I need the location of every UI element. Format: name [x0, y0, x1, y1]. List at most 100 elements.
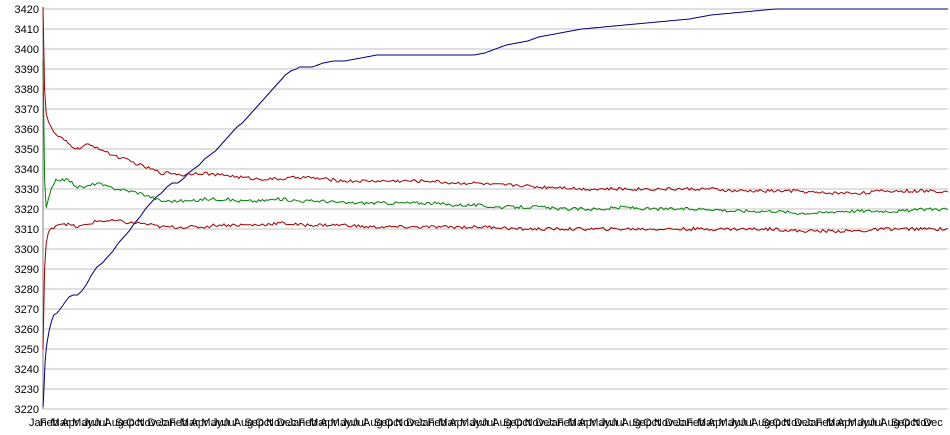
x-tick-label: Feb — [169, 417, 188, 429]
x-tick-label: Apr — [449, 417, 466, 429]
y-tick-label: 3290 — [15, 264, 39, 276]
x-tick-label: Sep — [115, 417, 135, 429]
x-tick-label: Jul — [611, 417, 625, 429]
x-tick-label: Dec — [148, 417, 168, 429]
x-tick-label: Sep — [244, 417, 264, 429]
x-tick-label: Jan — [675, 417, 693, 429]
x-tick-label: Jun — [729, 417, 747, 429]
y-tick-label: 3220 — [15, 404, 39, 416]
x-tick-label: May — [72, 417, 93, 429]
x-tick-label: Aug — [363, 417, 383, 429]
x-tick-label: May — [331, 417, 352, 429]
x-tick-label: Mar — [438, 417, 457, 429]
y-tick-label: 3260 — [15, 324, 39, 336]
gridlines — [43, 8, 948, 410]
x-tick-label: Apr — [708, 417, 725, 429]
x-tick-label: Feb — [298, 417, 317, 429]
x-tick-label: Aug — [751, 417, 771, 429]
y-tick-label: 3330 — [15, 184, 39, 196]
x-tick-label: Nov — [654, 417, 674, 429]
x-tick-label: Jan — [417, 417, 435, 429]
x-tick-label: Mar — [51, 417, 70, 429]
x-tick-label: Dec — [277, 417, 297, 429]
y-tick-label: 3320 — [15, 204, 39, 216]
x-tick-label: Oct — [902, 417, 919, 429]
x-tick-label: Jun — [859, 417, 877, 429]
x-tick-label: Jul — [740, 417, 754, 429]
y-tick-label: 3250 — [15, 344, 39, 356]
x-tick-label: Jul — [482, 417, 496, 429]
y-tick-label: 3350 — [15, 144, 39, 156]
x-tick-label: Jan — [158, 417, 176, 429]
x-tick-label: Nov — [783, 417, 803, 429]
x-tick-label: Sep — [632, 417, 652, 429]
x-tick-label: Dec — [535, 417, 555, 429]
x-tick-label: May — [848, 417, 869, 429]
series-line — [42, 218, 949, 350]
series-line — [42, 60, 949, 216]
x-tick-label: Jan — [546, 417, 564, 429]
y-tick-label: 3360 — [15, 124, 39, 136]
x-tick-label: Apr — [61, 417, 78, 429]
x-tick-label: May — [719, 417, 740, 429]
x-tick-label: Dec — [406, 417, 426, 429]
x-tick-label: Feb — [428, 417, 447, 429]
x-tick-label: Mar — [826, 417, 845, 429]
x-tick-label: Nov — [912, 417, 932, 429]
x-tick-labels: JanFebMarAprMayJunJulAugSepOctNovDecJanF… — [29, 417, 943, 429]
x-tick-label: Aug — [622, 417, 642, 429]
y-tick-label: 3390 — [15, 64, 39, 76]
x-tick-label: Mar — [309, 417, 328, 429]
x-tick-label: Aug — [104, 417, 124, 429]
y-tick-label: 3240 — [15, 364, 39, 376]
x-tick-label: Jun — [83, 417, 101, 429]
x-tick-label: Apr — [320, 417, 337, 429]
x-tick-label: Jul — [94, 417, 108, 429]
x-tick-label: Apr — [191, 417, 208, 429]
x-tick-label: Jun — [212, 417, 230, 429]
series-line — [42, 8, 948, 408]
x-tick-label: Aug — [492, 417, 512, 429]
x-tick-label: Oct — [385, 417, 402, 429]
x-tick-label: Feb — [40, 417, 59, 429]
y-tick-label: 3230 — [15, 384, 39, 396]
x-tick-label: Feb — [815, 417, 834, 429]
y-tick-label: 3310 — [15, 224, 39, 236]
x-tick-label: Nov — [137, 417, 157, 429]
x-tick-label: Oct — [255, 417, 272, 429]
y-tick-label: 3370 — [15, 104, 39, 116]
x-tick-label: May — [201, 417, 222, 429]
x-tick-label: Oct — [514, 417, 531, 429]
x-tick-label: Aug — [234, 417, 254, 429]
x-tick-label: Oct — [643, 417, 660, 429]
x-tick-label: Jun — [471, 417, 489, 429]
x-tick-label: Jun — [600, 417, 618, 429]
x-tick-label: Mar — [568, 417, 587, 429]
x-tick-label: Feb — [686, 417, 705, 429]
x-tick-label: Mar — [697, 417, 716, 429]
x-tick-label: Feb — [557, 417, 576, 429]
x-tick-label: Jul — [352, 417, 366, 429]
x-tick-label: Nov — [266, 417, 286, 429]
series-line — [42, 6, 949, 196]
x-tick-label: Oct — [126, 417, 143, 429]
y-tick-labels: 3220 3230 3240 3250 3260 3270 3280 3290 3300 3310… — [15, 4, 39, 416]
x-tick-label: May — [460, 417, 481, 429]
x-tick-label: Dec — [923, 417, 943, 429]
x-tick-label: Jan — [805, 417, 823, 429]
x-tick-label: Sep — [374, 417, 394, 429]
y-tick-label: 3400 — [15, 44, 39, 56]
x-tick-label: Nov — [525, 417, 545, 429]
y-tick-label: 3420 — [15, 4, 39, 16]
x-tick-label: Jan — [29, 417, 47, 429]
series-lines — [42, 6, 949, 408]
x-tick-label: Sep — [891, 417, 911, 429]
x-tick-label: Mar — [180, 417, 199, 429]
y-tick-label: 3410 — [15, 24, 39, 36]
x-tick-label: Aug — [880, 417, 900, 429]
y-tick-label: 3270 — [15, 304, 39, 316]
y-tick-label: 3300 — [15, 244, 39, 256]
x-tick-label: Sep — [503, 417, 523, 429]
x-tick-label: Oct — [772, 417, 789, 429]
